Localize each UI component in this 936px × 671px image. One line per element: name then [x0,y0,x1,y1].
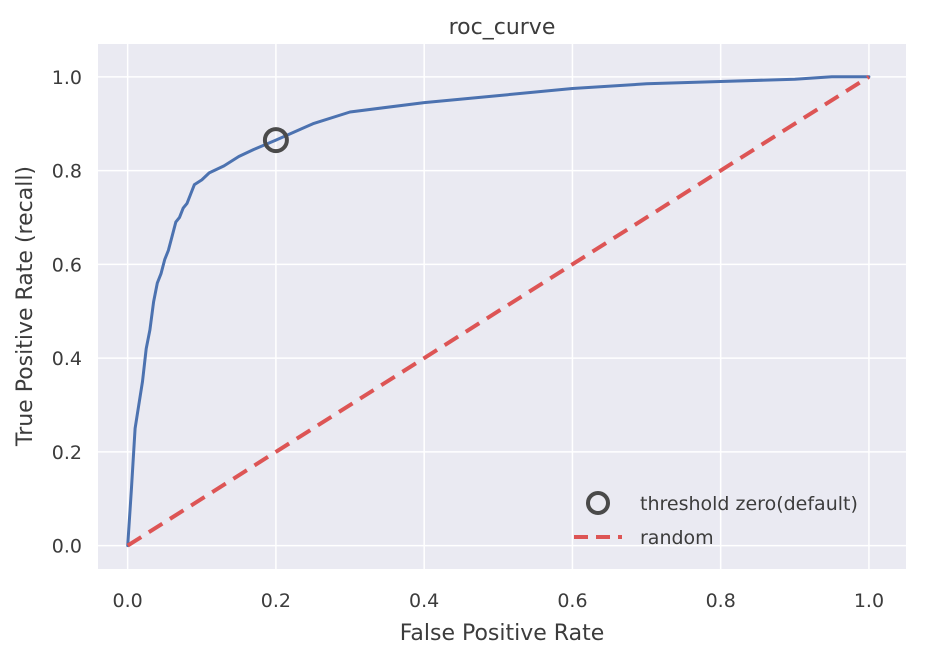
chart-title: roc_curve [449,15,556,40]
x-tick-label: 1.0 [854,590,884,612]
x-axis-label: False Positive Rate [400,621,604,646]
legend: threshold zero(default) random [574,491,858,549]
roc-curve-line [126,75,871,548]
grid-lines [98,44,906,569]
x-tick-label: 0.2 [261,590,291,612]
series-group [126,75,871,548]
tick-labels: 0.0 0.2 0.4 0.6 0.8 1.0 0.0 0.2 0.4 0.6 0.8 1.0 [52,67,884,612]
y-tick-label: 0.4 [52,348,82,370]
y-tick-label: 0.0 [52,536,82,558]
x-tick-label: 0.8 [706,590,736,612]
x-tick-label: 0.6 [557,590,587,612]
legend-marker-threshold [586,491,610,515]
random-baseline-line [126,75,870,548]
plot-area [98,44,906,569]
y-tick-label: 0.6 [52,254,82,276]
y-tick-label: 0.8 [52,161,82,183]
threshold-marker [262,127,289,154]
y-tick-label: 1.0 [52,67,82,89]
legend-label-random: random [640,527,714,549]
x-tick-label: 0.4 [409,590,439,612]
legend-label-threshold: threshold zero(default) [640,493,858,515]
y-tick-label: 0.2 [52,442,82,464]
y-axis-label: True Positive Rate (recall) [13,166,38,447]
x-tick-label: 0.0 [113,590,143,612]
